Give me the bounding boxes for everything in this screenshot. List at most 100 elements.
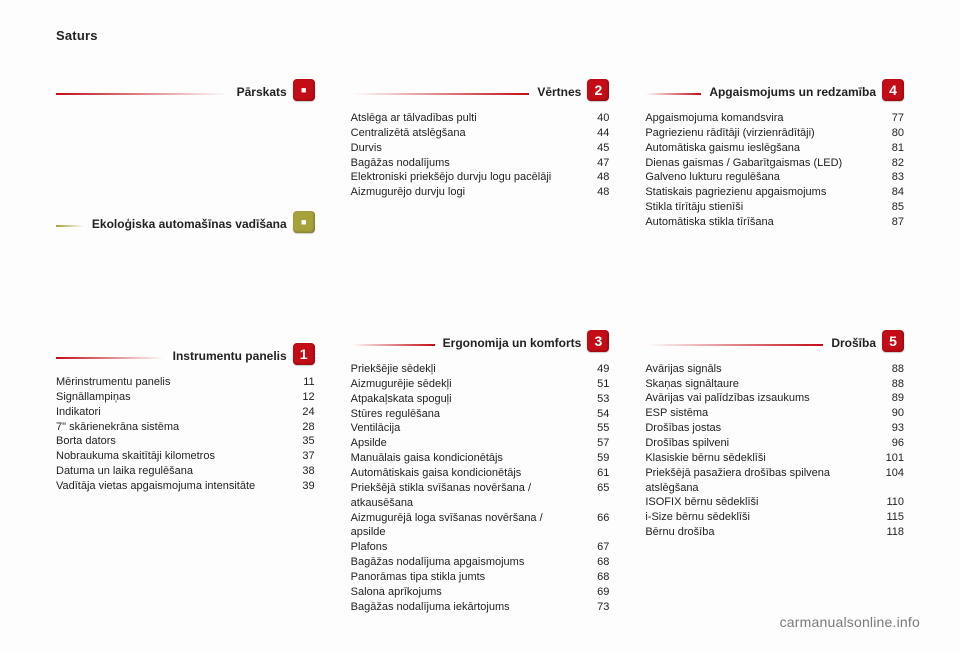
toc-label: Bērnu drošība — [645, 525, 870, 540]
toc-label: Borta dators — [56, 434, 281, 449]
toc-row: Priekšējā pasažiera drošības spilvena at… — [645, 466, 904, 496]
section-rule — [645, 93, 701, 95]
toc-page-number: 12 — [289, 390, 315, 405]
section-header: Pārskats■ — [56, 79, 315, 101]
toc-page-number: 110 — [878, 495, 904, 510]
toc-label: Centralizētā atslēgšana — [351, 126, 576, 141]
toc-row: Automātiska gaismu ieslēgšana 81 — [645, 141, 904, 156]
toc-row: Nobraukuma skaitītāji kilometros 37 — [56, 449, 315, 464]
toc-row: Priekšējie sēdekļi49 — [351, 362, 610, 377]
toc-label: Ventilācija — [351, 421, 576, 436]
toc-page-number: 104 — [878, 466, 904, 481]
toc-list: Apgaismojuma komandsvira77Pagriezienu rā… — [645, 111, 904, 230]
toc-label: Automātiska gaismu ieslēgšana — [645, 141, 870, 156]
toc-row: Bagāžas nodalījuma iekārtojums 73 — [351, 600, 610, 615]
toc-row: Ventilācija 55 — [351, 421, 610, 436]
toc-label: Atpakaļskata spoguļi — [351, 392, 576, 407]
toc-page-number: 48 — [583, 185, 609, 200]
toc-page-number: 83 — [878, 170, 904, 185]
toc-page-number: 84 — [878, 185, 904, 200]
toc-row: Vadītāja vietas apgaismojuma intensitāte… — [56, 479, 315, 494]
toc-page-number: 93 — [878, 421, 904, 436]
toc-page-number: 37 — [289, 449, 315, 464]
toc-label: Bagāžas nodalījuma iekārtojums — [351, 600, 576, 615]
toc-label: Signāllampiņas — [56, 390, 281, 405]
toc-row: Datuma un laika regulēšana38 — [56, 464, 315, 479]
toc-label: Stikla tīrītāju stienīši — [645, 200, 870, 215]
toc-label: Bagāžas nodalījums — [351, 156, 576, 171]
toc-page-number: 101 — [878, 451, 904, 466]
section-parskats: Pārskats■ — [56, 79, 315, 101]
toc-row: Apsilde57 — [351, 436, 610, 451]
toc-row: Durvis45 — [351, 141, 610, 156]
toc-label: Apsilde — [351, 436, 576, 451]
toc-page-number: 85 — [878, 200, 904, 215]
toc-label: Statiskais pagriezienu apgaismojums — [645, 185, 870, 200]
section-header: Drošība5 — [645, 330, 904, 352]
toc-page-number: 68 — [583, 555, 609, 570]
toc-page-number: 11 — [289, 375, 315, 390]
toc-row: Automātiska stikla tīrīšana87 — [645, 215, 904, 230]
toc-label: Indikatori — [56, 405, 281, 420]
toc-row: Automātiskais gaisa kondicionētājs 61 — [351, 466, 610, 481]
toc-label: Aizmugurējo durvju logi — [351, 185, 576, 200]
toc-row: 7" skārienekrāna sistēma28 — [56, 420, 315, 435]
toc-row: Mērinstrumentu panelis 11 — [56, 375, 315, 390]
toc-label: Priekšējā stikla svīšanas novēršana / at… — [351, 481, 576, 511]
section-eko: Ekoloģiska automašīnas vadīšana■ — [56, 211, 315, 233]
toc-row: Bagāžas nodalījums 47 — [351, 156, 610, 171]
toc-page-number: 69 — [583, 585, 609, 600]
toc-page-number: 81 — [878, 141, 904, 156]
toc-page-number: 28 — [289, 420, 315, 435]
toc-page-number: 48 — [583, 170, 609, 185]
section-rule — [56, 93, 229, 95]
toc-page-number: 61 — [583, 466, 609, 481]
toc-row: Bagāžas nodalījuma apgaismojums 68 — [351, 555, 610, 570]
toc-row: Galveno lukturu regulēšana83 — [645, 170, 904, 185]
toc-row: Statiskais pagriezienu apgaismojums 84 — [645, 185, 904, 200]
toc-label: Durvis — [351, 141, 576, 156]
toc-row: Dienas gaismas / Gabarītgaismas (LED)82 — [645, 156, 904, 171]
toc-page-number: 88 — [878, 377, 904, 392]
toc-label: Datuma un laika regulēšana — [56, 464, 281, 479]
column-right: Apgaismojums un redzamība4 Apgaismojuma k… — [645, 79, 904, 650]
toc-label: Apgaismojuma komandsvira — [645, 111, 870, 126]
section-rule — [56, 225, 84, 227]
toc-label: Priekšējā pasažiera drošības spilvena at… — [645, 466, 870, 496]
section-title: Vērtnes — [537, 85, 581, 101]
toc-label: Dienas gaismas / Gabarītgaismas (LED) — [645, 156, 870, 171]
toc-label: Bagāžas nodalījuma apgaismojums — [351, 555, 576, 570]
toc-row: Apgaismojuma komandsvira77 — [645, 111, 904, 126]
toc-page-number: 55 — [583, 421, 609, 436]
section-ergo: Ergonomija un komforts3Priekšējie sēdekļ… — [351, 330, 610, 614]
toc-label: Automātiska stikla tīrīšana — [645, 215, 870, 230]
toc-page-number: 44 — [583, 126, 609, 141]
toc-label: Nobraukuma skaitītāji kilometros — [56, 449, 281, 464]
toc-label: Klasiskie bērnu sēdeklīši — [645, 451, 870, 466]
toc-label: Mērinstrumentu panelis — [56, 375, 281, 390]
toc-label: ESP sistēma — [645, 406, 870, 421]
toc-page-number: 24 — [289, 405, 315, 420]
section-badge: 5 — [882, 330, 904, 352]
page-title: Saturs — [56, 28, 904, 43]
section-title: Apgaismojums un redzamība — [709, 85, 876, 101]
toc-label: Vadītāja vietas apgaismojuma intensitāte — [56, 479, 281, 494]
toc-page-number: 115 — [878, 510, 904, 525]
section-badge: 1 — [293, 343, 315, 365]
section-header: Instrumentu panelis1 — [56, 343, 315, 365]
section-title: Pārskats — [237, 85, 287, 101]
toc-row: Skaņas signāltaure88 — [645, 377, 904, 392]
toc-label: Priekšējie sēdekļi — [351, 362, 576, 377]
toc-page-number: 73 — [583, 600, 609, 615]
toc-label: Manuālais gaisa kondicionētājs — [351, 451, 576, 466]
toc-row: Atpakaļskata spoguļi53 — [351, 392, 610, 407]
toc-label: Drošības jostas — [645, 421, 870, 436]
section-instr: Instrumentu panelis1 Mērinstrumentu panel… — [56, 343, 315, 494]
section-rule — [351, 344, 435, 346]
toc-row: Stūres regulēšana54 — [351, 407, 610, 422]
toc-label: Automātiskais gaisa kondicionētājs — [351, 466, 576, 481]
section-apg: Apgaismojums un redzamība4 Apgaismojuma k… — [645, 79, 904, 230]
toc-page-number: 47 — [583, 156, 609, 171]
section-header: Apgaismojums un redzamība4 — [645, 79, 904, 101]
toc-label: Pagriezienu rādītāji (virzienrādītāji) — [645, 126, 870, 141]
